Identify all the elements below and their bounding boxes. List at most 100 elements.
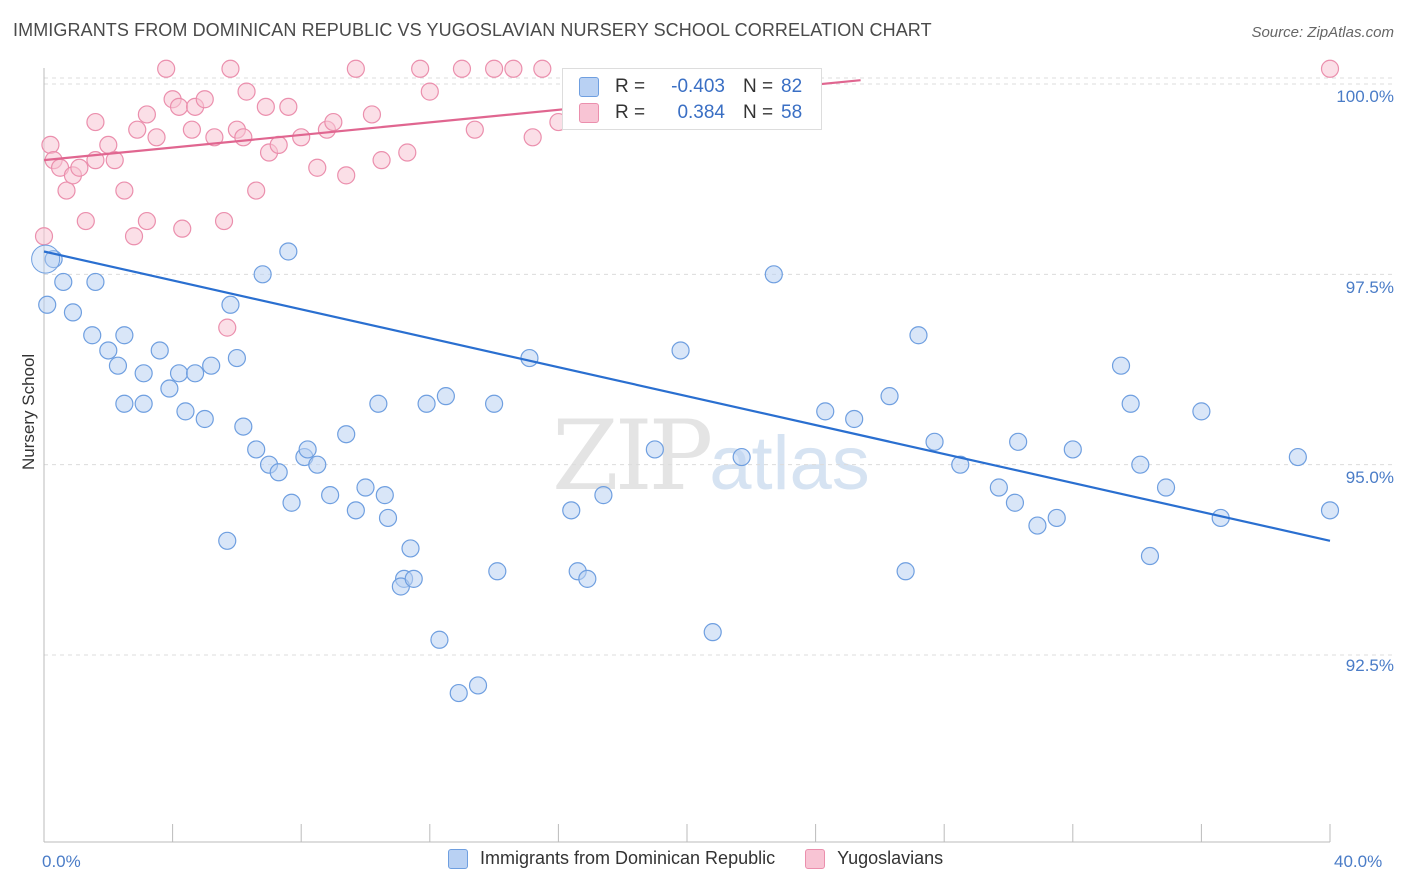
- stats-r-label: R =: [615, 76, 646, 97]
- point-dominican: [221, 295, 240, 314]
- point-dominican: [108, 356, 128, 375]
- point-dominican: [99, 341, 118, 360]
- point-yugoslavian: [247, 181, 266, 200]
- point-dominican: [1192, 402, 1211, 421]
- point-yugoslavian: [41, 135, 60, 155]
- point-yugoslavian: [218, 318, 237, 337]
- point-dominican: [1121, 394, 1140, 413]
- point-yugoslavian: [292, 128, 311, 147]
- stats-n-label: N =: [743, 102, 774, 123]
- point-dominican: [369, 394, 388, 413]
- point-dominican: [337, 425, 356, 444]
- stats-n-value-pink: 58: [781, 102, 803, 123]
- point-dominican: [951, 455, 970, 474]
- point-yugoslavian: [115, 181, 134, 200]
- point-dominican: [227, 348, 246, 368]
- point-dominican: [449, 683, 468, 703]
- point-dominican: [269, 463, 288, 482]
- point-yugoslavian: [504, 59, 523, 78]
- point-dominican: [468, 676, 488, 695]
- stats-r-value-pink: 0.384: [677, 102, 725, 123]
- y-tick-label-92-5: 92.5%: [1345, 656, 1394, 675]
- point-yugoslavian: [337, 166, 356, 185]
- point-dominican: [298, 440, 317, 459]
- point-yugoslavian: [221, 59, 240, 78]
- stats-row-blue: R = -0.403 N = 82: [579, 75, 802, 99]
- point-yugoslavian: [452, 59, 472, 78]
- point-dominican: [160, 379, 179, 398]
- point-yugoslavian: [124, 227, 144, 246]
- source-label: Source: ZipAtlas.com: [1251, 24, 1394, 41]
- point-yugoslavian: [234, 128, 253, 147]
- point-dominican: [86, 272, 105, 292]
- point-dominican: [234, 417, 253, 436]
- legend-item-yugoslavians[interactable]: Yugoslavians: [805, 848, 943, 869]
- point-dominican: [732, 447, 751, 467]
- point-dominican: [401, 539, 420, 558]
- point-dominican: [202, 356, 221, 375]
- point-yugoslavian: [465, 120, 484, 139]
- x-tick-label-min: 0.0%: [42, 852, 81, 871]
- x-tick-label-max: 40.0%: [1334, 852, 1383, 871]
- point-dominican: [169, 364, 189, 383]
- point-yugoslavian: [346, 59, 365, 78]
- point-dominican: [346, 501, 365, 520]
- point-yugoslavian: [237, 82, 256, 101]
- point-dominican: [594, 486, 613, 505]
- legend-swatch-blue: [448, 848, 468, 869]
- point-dominican: [115, 394, 134, 413]
- point-dominican: [703, 623, 722, 642]
- point-dominican: [186, 364, 205, 383]
- point-dominican: [378, 508, 398, 528]
- point-dominican: [195, 409, 214, 429]
- point-dominican: [845, 409, 864, 429]
- point-dominican: [176, 402, 195, 421]
- legend-label-yugoslavians: Yugoslavians: [837, 848, 944, 868]
- point-dominican: [430, 630, 449, 649]
- legend-label-dominican: Immigrants from Dominican Republic: [480, 848, 776, 868]
- point-dominican: [896, 562, 915, 581]
- stats-swatch-pink: [579, 103, 599, 123]
- point-dominican: [282, 493, 301, 512]
- stats-r-label: R =: [615, 102, 646, 123]
- point-yugoslavian: [86, 112, 105, 132]
- stats-n-value-blue: 82: [781, 76, 803, 97]
- watermark-zip: ZIP: [552, 400, 713, 512]
- point-dominican: [671, 341, 690, 360]
- point-dominican: [356, 478, 375, 497]
- point-yugoslavian: [70, 158, 89, 177]
- point-dominican: [488, 562, 507, 581]
- point-dominican: [485, 394, 504, 413]
- point-yugoslavian: [324, 112, 343, 132]
- point-dominican: [38, 295, 57, 314]
- y-axis-label: Nursery School: [19, 353, 38, 470]
- point-yugoslavian: [420, 82, 439, 101]
- point-yugoslavian: [372, 151, 391, 170]
- point-yugoslavian: [76, 211, 95, 231]
- point-dominican: [321, 486, 340, 505]
- stats-row-pink: R = 0.384 N = 58: [579, 101, 802, 125]
- point-yugoslavian: [256, 97, 275, 116]
- legend-item-dominican[interactable]: Immigrants from Dominican Republic: [448, 848, 775, 869]
- point-yugoslavian: [411, 59, 430, 78]
- point-dominican: [578, 569, 597, 588]
- point-dominican: [562, 501, 581, 520]
- point-dominican: [645, 440, 664, 459]
- point-dominican: [1028, 516, 1047, 535]
- legend-swatch-pink: [805, 848, 826, 869]
- stats-r-value-blue: -0.403: [671, 76, 725, 97]
- point-dominican: [1047, 508, 1066, 528]
- point-dominican: [1140, 546, 1160, 566]
- point-dominican-cluster: [31, 244, 61, 274]
- stats-swatch-blue: [579, 77, 599, 97]
- point-yugoslavian: [157, 59, 176, 78]
- stats-n-label: N =: [743, 76, 774, 97]
- point-yugoslavian: [1320, 59, 1340, 78]
- point-yugoslavian: [105, 151, 124, 170]
- point-yugoslavian: [205, 128, 224, 147]
- stats-box: R = -0.403 N = 82 R = 0.384 N = 58: [562, 68, 822, 130]
- point-dominican: [764, 265, 783, 284]
- point-dominican: [308, 455, 327, 474]
- point-dominican: [1288, 447, 1307, 467]
- point-dominican: [253, 265, 272, 284]
